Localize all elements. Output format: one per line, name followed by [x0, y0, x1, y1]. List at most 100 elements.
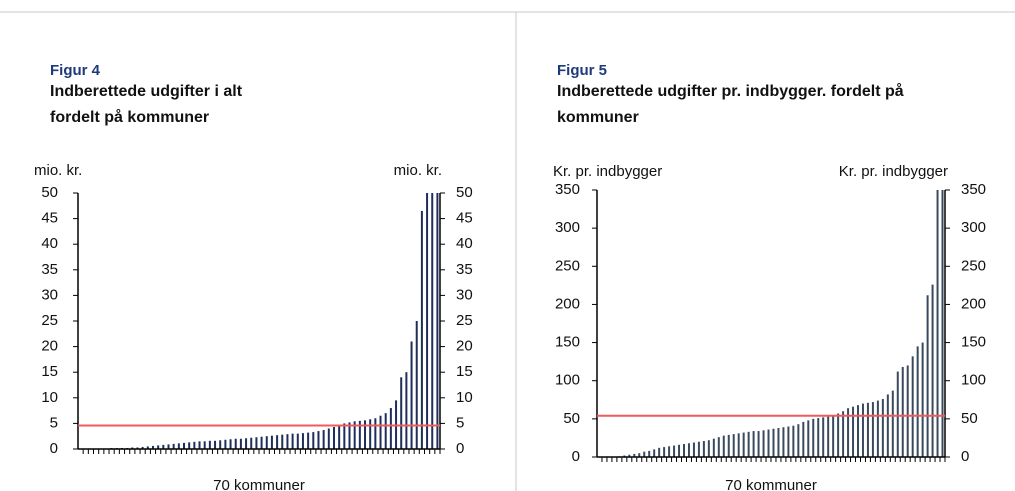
- y-tick-label: 350: [555, 181, 580, 198]
- bar: [717, 437, 720, 457]
- y2-tick-label: 50: [456, 184, 473, 201]
- bar: [286, 434, 289, 449]
- bar: [327, 428, 330, 449]
- bar: [364, 420, 367, 449]
- y-tick-label: 5: [50, 414, 58, 431]
- bar: [322, 430, 325, 449]
- bar: [687, 443, 690, 457]
- bar: [338, 425, 341, 449]
- bar: [203, 441, 206, 449]
- bar: [911, 356, 914, 457]
- bar: [219, 440, 222, 449]
- y-tick-label: 45: [41, 210, 58, 227]
- bar: [276, 435, 279, 449]
- y-tick-label: 200: [555, 295, 580, 312]
- bar: [847, 408, 850, 457]
- y2-tick-label: 150: [961, 334, 986, 351]
- bar: [183, 442, 186, 449]
- bar: [623, 455, 626, 457]
- y2-tick-label: 5: [456, 414, 464, 431]
- bar: [633, 453, 636, 457]
- y-tick-label: 100: [555, 372, 580, 389]
- y2-tick-label: 100: [961, 372, 986, 389]
- bar: [369, 419, 372, 449]
- bar: [936, 190, 939, 457]
- bar: [787, 426, 790, 457]
- bar: [410, 341, 413, 449]
- bar: [131, 447, 134, 449]
- bar: [797, 424, 800, 457]
- bar: [807, 420, 810, 457]
- bar: [643, 451, 646, 457]
- bar: [146, 446, 149, 449]
- bar: [260, 436, 263, 449]
- y-tick-label: 0: [572, 448, 580, 465]
- bar: [136, 447, 139, 449]
- bar: [426, 193, 429, 449]
- bar: [866, 402, 869, 457]
- bar: [683, 444, 685, 457]
- bar: [296, 433, 299, 449]
- bar: [214, 440, 217, 449]
- y-tick-label: 20: [41, 338, 58, 355]
- y2-axis-label: Kr. pr. indbygger: [839, 163, 948, 180]
- bar: [198, 441, 201, 449]
- bar: [842, 411, 845, 457]
- bar: [384, 413, 387, 449]
- bar: [861, 403, 864, 457]
- bar: [420, 210, 423, 449]
- bar: [358, 420, 361, 449]
- bar: [648, 450, 651, 457]
- bar: [332, 426, 335, 449]
- y2-tick-label: 200: [961, 295, 986, 312]
- bar: [374, 418, 377, 449]
- y2-tick-label: 10: [456, 389, 473, 406]
- y-tick-label: 40: [41, 235, 58, 252]
- y2-tick-label: 350: [961, 181, 986, 198]
- figure-label: Figur 5: [557, 62, 608, 79]
- chart-title: Indberettede udgifter i alt fordelt på k…: [50, 83, 243, 126]
- bar: [638, 453, 641, 457]
- bar: [757, 431, 760, 457]
- bar: [312, 432, 315, 449]
- bar: [415, 321, 418, 449]
- bar: [353, 421, 356, 449]
- bar: [881, 399, 884, 457]
- bar: [852, 406, 855, 457]
- bar: [752, 431, 755, 457]
- y2-tick-label: 300: [961, 219, 986, 236]
- y-tick-label: 250: [555, 257, 580, 274]
- bar: [234, 438, 237, 449]
- y-axis-label: Kr. pr. indbygger: [553, 163, 662, 180]
- bar: [343, 423, 346, 449]
- bar: [901, 366, 904, 457]
- bar: [348, 422, 351, 449]
- bar: [229, 439, 232, 449]
- figure-label: Figur 4: [50, 62, 101, 79]
- bar: [871, 402, 874, 457]
- y-tick-label: 0: [50, 440, 58, 457]
- y2-tick-label: 30: [456, 286, 473, 303]
- y2-tick-label: 45: [456, 210, 473, 227]
- bar: [777, 428, 780, 457]
- bar: [782, 427, 785, 457]
- y2-axis-label: mio. kr.: [394, 162, 442, 179]
- bar: [628, 454, 631, 457]
- bar: [742, 432, 745, 457]
- bar: [916, 346, 919, 457]
- y2-tick-label: 250: [961, 257, 986, 274]
- bar: [802, 421, 805, 457]
- bar: [792, 425, 795, 457]
- bar: [255, 437, 258, 449]
- bar: [250, 437, 253, 449]
- bar: [663, 447, 666, 457]
- y2-tick-label: 0: [456, 440, 464, 457]
- bar: [737, 433, 740, 457]
- y-axis-label: mio. kr.: [34, 162, 82, 179]
- bar: [265, 436, 268, 449]
- y2-tick-label: 15: [456, 363, 473, 380]
- bar: [906, 365, 909, 457]
- bar: [921, 342, 924, 457]
- chart-title: Indberettede udgifter pr. indbygger. for…: [557, 83, 904, 126]
